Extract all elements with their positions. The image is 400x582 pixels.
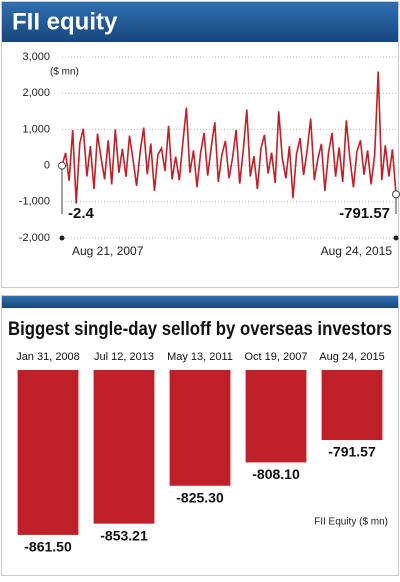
x-tick-label: Jan 31, 2008	[16, 351, 80, 363]
annotation: -791.57	[339, 205, 390, 222]
y-tick-label: 3,000	[22, 51, 50, 63]
x-tick-label: Aug 24, 2015	[321, 244, 393, 258]
y-unit: ($ mn)	[50, 67, 79, 78]
bar	[17, 370, 79, 535]
y-tick-label: -2,000	[19, 232, 50, 244]
annotation: -2.4	[68, 205, 95, 222]
bar	[321, 370, 383, 440]
x-tick-dot	[393, 235, 399, 241]
panel-frame	[1, 295, 399, 576]
bar	[169, 370, 231, 486]
end-marker	[58, 161, 66, 170]
y-tick-label: 2,000	[22, 87, 50, 99]
chart-title: FII equity	[12, 8, 118, 35]
value-label: -861.50	[24, 539, 72, 555]
value-label: -791.57	[328, 444, 376, 460]
x-tick-label: Aug 24, 2015	[319, 351, 384, 363]
header-bar	[2, 296, 398, 308]
value-label: -808.10	[252, 466, 300, 482]
bar	[245, 370, 307, 463]
y-tick-label: 1,000	[22, 123, 50, 135]
end-marker	[392, 190, 400, 199]
y-tick-label: 0	[44, 160, 50, 172]
y-tick-label: -1,000	[19, 196, 50, 208]
value-label: -853.21	[100, 527, 148, 543]
x-tick-label: Aug 21, 2007	[72, 244, 144, 258]
value-label: -825.30	[176, 489, 224, 505]
note: FII Equity ($ mn)	[314, 517, 388, 528]
panel-frame	[1, 1, 399, 288]
x-tick-label: Jul 12, 2013	[94, 351, 154, 363]
x-tick-label: May 13, 2011	[167, 351, 233, 363]
header-bar	[2, 2, 398, 42]
x-tick-dot	[59, 235, 65, 241]
chart-title: Biggest single-day selloff by overseas i…	[8, 319, 392, 340]
x-tick-label: Oct 19, 2007	[245, 351, 308, 363]
bar	[93, 370, 155, 524]
data-line	[61, 71, 397, 204]
